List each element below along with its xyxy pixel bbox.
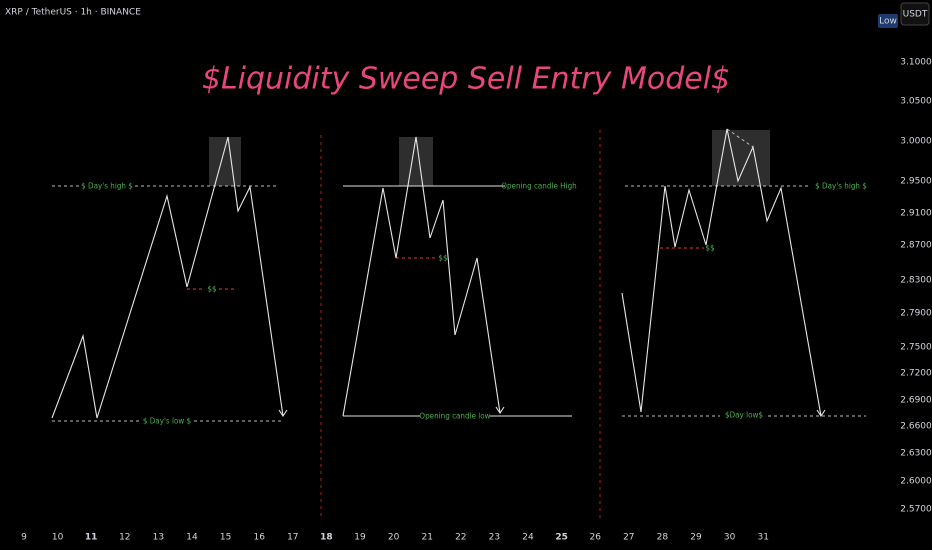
annotation: $ Day's low $ bbox=[143, 417, 191, 426]
time-label: 15 bbox=[220, 533, 231, 543]
time-label: 14 bbox=[186, 533, 198, 543]
arrow-head bbox=[495, 406, 505, 414]
arrow-head bbox=[816, 409, 826, 417]
time-label: 17 bbox=[287, 533, 298, 543]
price-label: 2.6000 bbox=[900, 477, 932, 487]
annotation: $$ bbox=[207, 285, 216, 294]
time-label: 19 bbox=[354, 533, 366, 543]
price-label: 2.8700 bbox=[900, 241, 932, 251]
price-label: 2.9100 bbox=[900, 209, 932, 219]
price-path bbox=[621, 128, 822, 417]
time-label: 18 bbox=[320, 533, 333, 543]
price-label: 2.9500 bbox=[900, 177, 932, 187]
time-label: 27 bbox=[623, 533, 634, 543]
time-label: 16 bbox=[253, 533, 265, 543]
currency-button[interactable] bbox=[900, 2, 930, 26]
time-label: 30 bbox=[724, 533, 736, 543]
time-label: 29 bbox=[690, 533, 702, 543]
annotation: $$ bbox=[705, 244, 714, 253]
arrow-head bbox=[278, 409, 288, 417]
low-badge: Low bbox=[879, 17, 897, 27]
price-path bbox=[51, 136, 284, 419]
time-label: 21 bbox=[421, 533, 432, 543]
time-label: 31 bbox=[757, 533, 768, 543]
price-label: 2.7900 bbox=[900, 309, 932, 319]
annotation: $ Day's high $ bbox=[81, 182, 133, 191]
time-label: 28 bbox=[657, 533, 669, 543]
time-label: 25 bbox=[555, 533, 568, 543]
annotation: Opening candle High bbox=[501, 182, 576, 191]
price-label: 3.0000 bbox=[900, 137, 932, 147]
time-label: 20 bbox=[388, 533, 400, 543]
time-label: 13 bbox=[153, 533, 164, 543]
price-label: 2.5700 bbox=[900, 505, 932, 515]
time-label: 23 bbox=[489, 533, 500, 543]
time-label: 12 bbox=[119, 533, 130, 543]
time-label: 11 bbox=[85, 533, 98, 543]
annotation: Opening candle low bbox=[419, 412, 490, 421]
price-label: 2.8300 bbox=[900, 276, 932, 286]
sweep-zone bbox=[712, 130, 770, 186]
time-label: 22 bbox=[455, 533, 466, 543]
annotation: $Day low$ bbox=[725, 411, 763, 420]
chart-title: $Liquidity Sweep Sell Entry Model$ bbox=[202, 62, 730, 97]
price-path bbox=[342, 136, 501, 417]
annotation: $ Day's high $ bbox=[815, 182, 867, 191]
annotation: $$ bbox=[438, 254, 447, 263]
price-label: 2.6300 bbox=[900, 449, 932, 459]
time-label: 10 bbox=[52, 533, 64, 543]
price-label: 3.1000 bbox=[900, 58, 932, 68]
sweep-zone bbox=[209, 137, 241, 186]
price-label: 2.7200 bbox=[900, 369, 932, 379]
time-label: 9 bbox=[21, 533, 27, 543]
currency-label[interactable]: USDT bbox=[903, 10, 928, 20]
low-badge-bg bbox=[878, 14, 898, 28]
time-label: 24 bbox=[522, 533, 534, 543]
price-label: 2.6600 bbox=[900, 422, 932, 432]
symbol-label: XRP / TetherUS · 1h · BINANCE bbox=[5, 8, 141, 18]
trend-line bbox=[726, 128, 754, 148]
sweep-zone bbox=[399, 137, 433, 186]
price-label: 2.7500 bbox=[900, 343, 932, 353]
time-label: 26 bbox=[589, 533, 601, 543]
price-label: 2.6900 bbox=[900, 396, 932, 406]
price-label: 3.0500 bbox=[900, 97, 932, 107]
